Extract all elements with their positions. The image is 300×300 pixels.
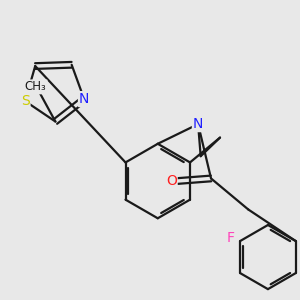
Text: N: N — [79, 92, 89, 106]
Text: CH₃: CH₃ — [25, 80, 46, 93]
Text: S: S — [21, 94, 29, 108]
Text: N: N — [193, 117, 203, 131]
Text: F: F — [227, 231, 235, 245]
Text: O: O — [166, 174, 177, 188]
